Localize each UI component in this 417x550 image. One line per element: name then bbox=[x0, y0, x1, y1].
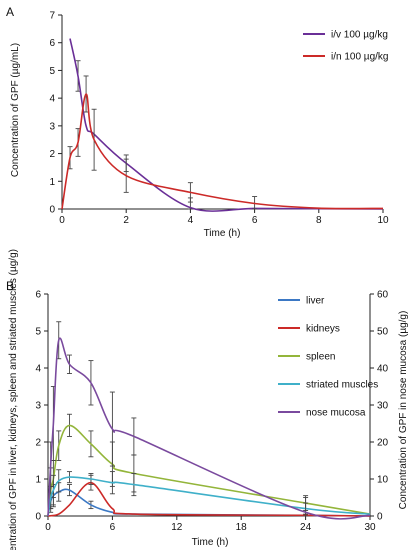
panel-a-y-tick-label: 5 bbox=[49, 66, 55, 77]
panel-b-series-line bbox=[47, 424, 371, 517]
panel-b-y2-axis-label: Concentration of GPF in nose mucosa (µg/… bbox=[398, 311, 409, 510]
panel-b-x-tick-label: 30 bbox=[364, 522, 376, 533]
panel-b-x-tick-label: 0 bbox=[45, 522, 51, 533]
panel-a-y-tick-label: 6 bbox=[49, 38, 55, 49]
panel-b-y2-tick-label: 0 bbox=[377, 512, 383, 523]
panel-b-x-tick-label: 24 bbox=[300, 522, 312, 533]
panel-a-x-tick-label: 10 bbox=[377, 215, 389, 226]
panel-a-y-tick-label: 2 bbox=[49, 149, 55, 160]
panel-b-series-line bbox=[47, 481, 371, 517]
panel-b-legend-label: liver bbox=[306, 296, 325, 307]
panel-b-series-line bbox=[47, 476, 371, 517]
panel-b-y2-tick-label: 10 bbox=[377, 475, 389, 486]
panel-a-x-tick-label: 6 bbox=[252, 215, 258, 226]
panel-b-y-tick-label: 3 bbox=[35, 401, 41, 412]
panel-a-y-tick-label: 7 bbox=[49, 11, 55, 22]
panel-a-legend-label: i/n 100 µg/kg bbox=[331, 52, 388, 63]
panel-a-x-tick-label: 2 bbox=[123, 215, 129, 226]
panel-a-y-tick-label: 3 bbox=[49, 121, 55, 132]
panel-b-legend-label: striated muscles bbox=[306, 380, 378, 391]
panel-b-x-tick-label: 18 bbox=[236, 522, 248, 533]
panel-b-x-axis-label: Time (h) bbox=[192, 537, 229, 548]
panel-b-y-axis-label: Concentration of GPF in liver, kidneys, … bbox=[8, 249, 19, 550]
panel-a-y-tick-label: 1 bbox=[49, 177, 55, 188]
panel-a-legend-label: i/v 100 µg/kg bbox=[331, 30, 388, 41]
panel-b-y2-tick-label: 40 bbox=[377, 364, 389, 375]
panel-b-y2-tick-label: 30 bbox=[377, 401, 389, 412]
panel-b-legend-label: kidneys bbox=[306, 324, 340, 335]
panel-b-y2-tick-label: 60 bbox=[377, 290, 389, 301]
panel-b-x-tick-label: 6 bbox=[110, 522, 116, 533]
panel-b-x-tick-label: 12 bbox=[171, 522, 183, 533]
panel-a-series-line bbox=[61, 93, 384, 210]
panel-a-y-tick-label: 4 bbox=[49, 94, 55, 105]
panel-b-y2-tick-label: 20 bbox=[377, 438, 389, 449]
panel-b-y-tick-label: 4 bbox=[35, 364, 41, 375]
panel-a-x-tick-label: 0 bbox=[59, 215, 65, 226]
panel-b-y-tick-label: 0 bbox=[35, 512, 41, 523]
panel-a-label: A bbox=[6, 5, 14, 19]
panel-b-series-line bbox=[47, 488, 371, 517]
panel-b-y2-tick-label: 50 bbox=[377, 327, 389, 338]
panel-b-legend-label: spleen bbox=[306, 352, 335, 363]
panel-b-label: B bbox=[6, 279, 14, 293]
panel-a-x-tick-label: 4 bbox=[188, 215, 194, 226]
panel-b-y-tick-label: 6 bbox=[35, 290, 41, 301]
panel-b-y-tick-label: 2 bbox=[35, 438, 41, 449]
panel-a-series-line bbox=[69, 38, 384, 212]
panel-a-x-axis-label: Time (h) bbox=[204, 228, 241, 239]
panel-b-y-tick-label: 5 bbox=[35, 327, 41, 338]
panel-a-y-tick-label: 0 bbox=[49, 205, 55, 216]
panel-a-x-tick-label: 8 bbox=[316, 215, 322, 226]
panel-a-y-axis-label: Concentration of GPF (µg/mL) bbox=[10, 43, 21, 177]
panel-b-series-line bbox=[47, 337, 371, 520]
panel-b-legend-label: nose mucosa bbox=[306, 408, 366, 419]
panel-b-y-tick-label: 1 bbox=[35, 475, 41, 486]
